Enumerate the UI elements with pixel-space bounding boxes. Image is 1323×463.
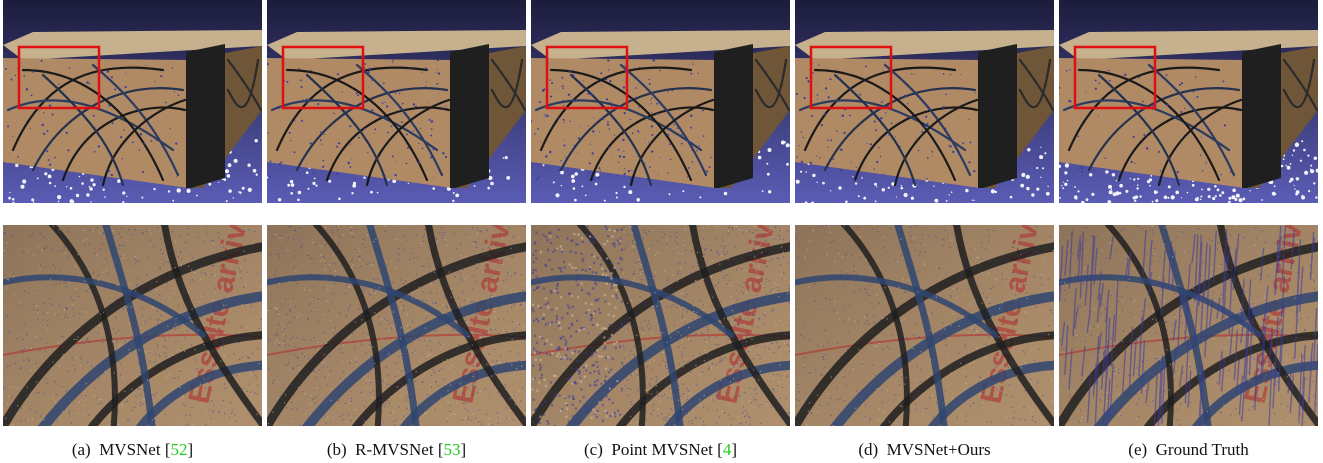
caption-method: MVSNet+Ours — [886, 440, 991, 459]
citation-link[interactable]: 4 — [722, 440, 732, 459]
marker-scribbles — [531, 225, 790, 426]
tape-strip — [450, 44, 489, 188]
marker-scribbles — [6, 58, 262, 187]
reconstruction-overview-image — [531, 0, 790, 203]
noise-points — [3, 225, 262, 426]
zoomed-detail-image: Esselte arkiv — [531, 225, 790, 426]
overview-panel — [267, 0, 526, 203]
caption-label: (d) — [858, 440, 879, 459]
box-front-face — [3, 58, 188, 188]
panel-caption: (c) Point MVSNet [4] — [583, 440, 737, 459]
noise-points — [267, 59, 448, 181]
marker-scribbles — [795, 225, 1054, 426]
box-front-face — [1059, 58, 1244, 188]
caption-method: R-MVSNet — [355, 440, 434, 459]
zoom-panel: Esselte arkiv — [267, 225, 526, 426]
zoomed-detail-image: Esselte arkiv — [3, 225, 262, 426]
overview-panel — [3, 0, 262, 203]
reconstruction-overview-image — [267, 0, 526, 203]
box-front-face — [795, 58, 980, 188]
zoom-panel: Esselte arkiv — [1059, 225, 1318, 426]
marker-scribbles — [1062, 58, 1318, 187]
marker-scribbles — [267, 225, 526, 426]
scan-streaks — [1059, 225, 1318, 426]
zoomed-detail-image: Esselte arkiv — [1059, 225, 1318, 426]
zoom-panel: Esselte arkiv — [795, 225, 1054, 426]
tape-strip — [978, 44, 1017, 188]
zoomed-detail-image: Esselte arkiv — [795, 225, 1054, 426]
citation-link[interactable]: 52 — [170, 440, 188, 459]
highlight-box — [809, 45, 893, 110]
reconstruction-overview-image — [795, 0, 1054, 203]
marker-scribbles — [3, 225, 262, 426]
caption-method: Point MVSNet — [611, 440, 713, 459]
zoom-panel: Esselte arkiv — [3, 225, 262, 426]
highlight-box — [1073, 45, 1157, 110]
overview-panel — [531, 0, 790, 203]
panel-caption: (d) MVSNet+Ours — [795, 440, 1054, 460]
caption-label: (e) — [1128, 440, 1148, 459]
highlight-box — [17, 45, 101, 110]
marker-scribbles — [798, 58, 1054, 187]
citation-link[interactable]: 53 — [443, 440, 461, 459]
overview-panel — [795, 0, 1054, 203]
highlight-box — [281, 45, 365, 110]
zoom-panel: Esselte arkiv — [531, 225, 790, 426]
noise-points — [267, 225, 526, 426]
marker-scribbles — [534, 58, 790, 187]
zoomed-detail-image: Esselte arkiv — [267, 225, 526, 426]
panel-caption: (a) MVSNet [52] — [71, 440, 194, 459]
caption-label: (a) — [71, 440, 91, 459]
tape-strip — [186, 44, 225, 188]
reconstruction-overview-image — [1059, 0, 1318, 203]
marker-scribbles — [1059, 225, 1318, 426]
box-front-face — [531, 58, 716, 188]
box-front-face — [267, 58, 452, 188]
panel-caption: (b) R-MVSNet [53] — [326, 440, 467, 459]
overview-panel — [1059, 0, 1318, 203]
caption-method: Ground Truth — [1155, 440, 1249, 459]
noise-points — [796, 62, 976, 181]
panel-caption: (e) Ground Truth — [1059, 440, 1318, 460]
tape-strip — [1242, 44, 1281, 188]
caption-label: (c) — [583, 440, 603, 459]
noise-points — [795, 225, 1054, 426]
caption-method: MVSNet — [99, 440, 161, 459]
caption-label: (b) — [326, 440, 347, 459]
marker-scribbles — [270, 58, 526, 187]
reconstruction-overview-image — [3, 0, 262, 203]
noise-points — [531, 225, 790, 426]
noise-points — [1059, 68, 1237, 180]
tape-strip — [714, 44, 753, 188]
highlight-box — [545, 45, 629, 110]
